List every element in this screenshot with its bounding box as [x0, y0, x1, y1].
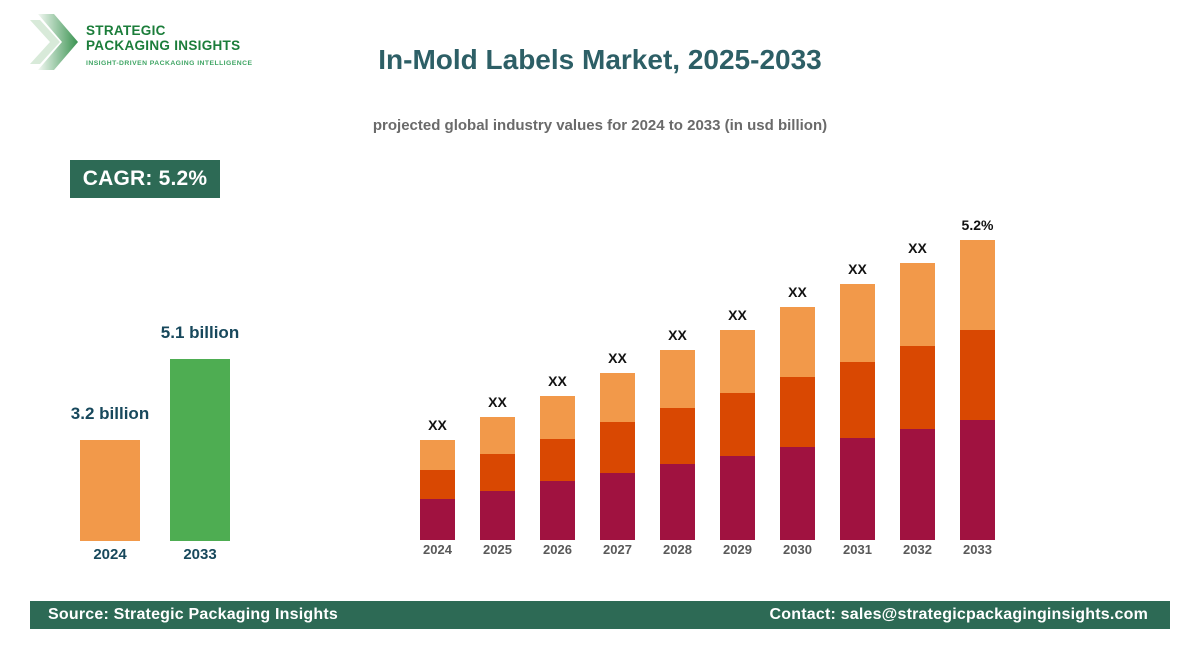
segment-top	[780, 307, 815, 377]
segment-middle	[840, 362, 875, 438]
summary-value-label: 5.1 billion	[160, 323, 240, 342]
segment-bottom	[540, 481, 575, 540]
segment-middle	[900, 346, 935, 429]
logo-line2: PACKAGING INSIGHTS	[86, 38, 241, 53]
stacked-bar-2028	[660, 350, 695, 540]
bar-data-label: XX	[668, 327, 687, 343]
bar-year-label: 2024	[423, 542, 452, 557]
bar-year-label: 2032	[903, 542, 932, 557]
logo-text: STRATEGIC PACKAGING INSIGHTS INSIGHT-DRI…	[86, 12, 252, 67]
summary-bar-2033	[170, 359, 230, 541]
segment-top	[540, 396, 575, 439]
page-title: In-Mold Labels Market, 2025-2033	[378, 44, 822, 75]
segment-top	[660, 350, 695, 408]
segment-bottom	[780, 447, 815, 540]
page-subtitle: projected global industry values for 202…	[372, 117, 828, 134]
stacked-bar-2033	[960, 240, 995, 540]
bar-data-label: XX	[788, 284, 807, 300]
footer-contact: Contact: sales@strategicpackaginginsight…	[769, 606, 1148, 623]
footer-bar: Source: Strategic Packaging Insights Con…	[30, 601, 1170, 629]
bar-year-label: 2027	[603, 542, 632, 557]
bar-data-label: XX	[428, 417, 447, 433]
segment-bottom	[480, 491, 515, 540]
bar-data-label: XX	[908, 240, 927, 256]
segment-bottom	[900, 429, 935, 540]
bar-data-label: XX	[608, 350, 627, 366]
summary-value-label: 3.2 billion	[70, 404, 150, 423]
stacked-bar-2032	[900, 263, 935, 540]
stacked-bar-2030	[780, 307, 815, 540]
bar-data-label: XX	[548, 373, 567, 389]
summary-year-label: 2024	[93, 546, 127, 563]
bar-data-label: XX	[728, 307, 747, 323]
segment-bottom	[840, 438, 875, 540]
bar-year-label: 2029	[723, 542, 752, 557]
segment-middle	[540, 439, 575, 481]
stacked-bar-2026	[540, 396, 575, 540]
logo: STRATEGIC PACKAGING INSIGHTS INSIGHT-DRI…	[30, 12, 252, 72]
summary-year-label: 2033	[183, 546, 217, 563]
segment-top	[480, 417, 515, 454]
segment-bottom	[600, 473, 635, 540]
stacked-bar-2025	[480, 417, 515, 540]
bar-year-label: 2031	[843, 542, 872, 557]
bar-year-label: 2026	[543, 542, 572, 557]
segment-bottom	[660, 464, 695, 540]
segment-bottom	[420, 499, 455, 540]
segment-bottom	[720, 456, 755, 540]
bar-data-label: XX	[488, 394, 507, 410]
segment-top	[840, 284, 875, 362]
stacked-bar-2031	[840, 284, 875, 540]
segment-top	[900, 263, 935, 346]
segment-bottom	[960, 420, 995, 540]
segment-middle	[960, 330, 995, 420]
cagr-badge: CAGR: 5.2%	[70, 160, 220, 198]
segment-top	[420, 440, 455, 470]
segment-middle	[780, 377, 815, 447]
segment-middle	[720, 393, 755, 456]
segment-middle	[480, 454, 515, 491]
bar-data-label: 5.2%	[961, 217, 994, 233]
bar-year-label: 2033	[963, 542, 992, 557]
summary-bar-2024	[80, 440, 140, 541]
bar-year-label: 2028	[663, 542, 692, 557]
footer-source: Source: Strategic Packaging Insights	[48, 606, 338, 623]
segment-middle	[660, 408, 695, 464]
segment-top	[600, 373, 635, 422]
segment-middle	[600, 422, 635, 473]
logo-line1: STRATEGIC	[86, 23, 166, 38]
logo-tagline: INSIGHT-DRIVEN PACKAGING INTELLIGENCE	[86, 60, 253, 67]
segment-top	[960, 240, 995, 330]
stacked-bar-2029	[720, 330, 755, 540]
bar-year-label: 2025	[483, 542, 512, 557]
stacked-bar-2027	[600, 373, 635, 540]
segment-top	[720, 330, 755, 393]
bar-year-label: 2030	[783, 542, 812, 557]
bar-data-label: XX	[848, 261, 867, 277]
stacked-bar-2024	[420, 440, 455, 540]
chevron-right-logo-icon	[30, 14, 78, 70]
segment-middle	[420, 470, 455, 499]
